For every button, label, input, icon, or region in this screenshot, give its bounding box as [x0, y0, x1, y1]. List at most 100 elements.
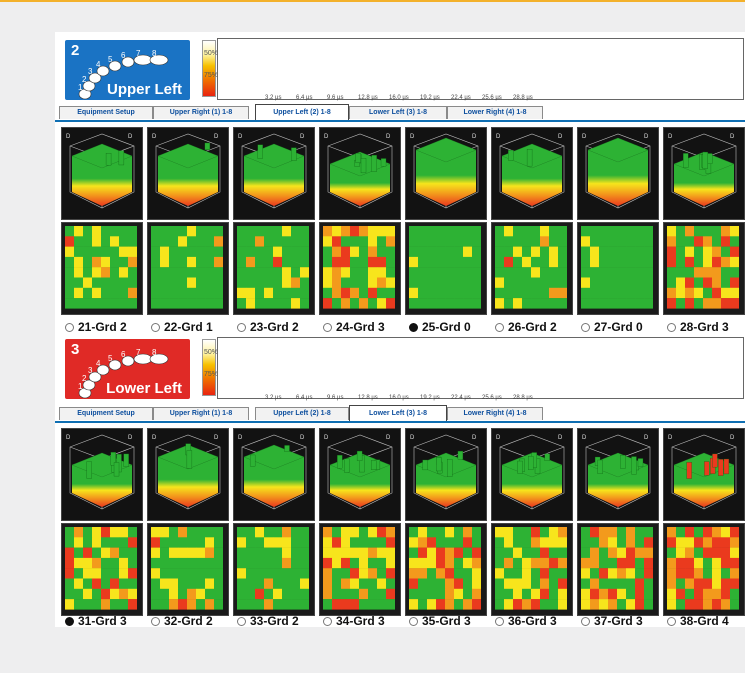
scan-grid-map — [151, 226, 223, 309]
tooth-radio-option[interactable]: 25-Grd 0 — [409, 319, 471, 335]
scan-grid-tile[interactable] — [663, 523, 745, 616]
tab-lower-left-3-1-8[interactable]: Lower Left (3) 1-8 — [349, 405, 447, 421]
tooth-number: 1 — [78, 83, 83, 92]
scan-grid-tile[interactable] — [491, 222, 573, 315]
scan-grid-tile[interactable] — [147, 523, 229, 616]
radio-button[interactable] — [237, 322, 246, 332]
tooth-radio-option[interactable]: 27-Grd 0 — [581, 319, 643, 335]
scan-grid-map — [65, 527, 137, 610]
scan-grid-tile[interactable] — [61, 523, 143, 616]
tooth-radio-option[interactable]: 22-Grd 1 — [151, 319, 213, 335]
radio-button[interactable] — [495, 616, 504, 626]
radio-button[interactable] — [409, 322, 418, 332]
svg-text:D: D — [472, 435, 477, 441]
tooth-radio-option[interactable]: 34-Grd 3 — [323, 613, 385, 627]
tab-lower-left-3-1-8[interactable]: Lower Left (3) 1-8 — [349, 106, 447, 119]
tooth-radio-option[interactable]: 38-Grd 4 — [667, 613, 729, 627]
scan-grid-tile[interactable] — [577, 523, 659, 616]
tooth-number: 7 — [136, 49, 141, 58]
scan-grid-tile[interactable] — [233, 222, 315, 315]
tab-lower-right-4-1-8[interactable]: Lower Right (4) 1-8 — [447, 407, 543, 420]
time-axis-tick: 16.0 µs — [389, 395, 409, 401]
radio-button[interactable] — [65, 322, 74, 332]
quadrant-number: 2 — [71, 42, 80, 59]
time-axis-tick: 3.2 µs — [265, 395, 282, 401]
radio-button[interactable] — [65, 616, 74, 626]
tab-upper-right-1-1-8[interactable]: Upper Right (1) 1-8 — [153, 106, 249, 119]
tooth-shape — [149, 353, 169, 365]
radio-button[interactable] — [581, 616, 590, 626]
scan-grid-tile[interactable] — [233, 523, 315, 616]
tooth-number: 2 — [82, 75, 87, 84]
time-axis-tick: 22.4 µs — [451, 395, 471, 401]
scan-grid-tile[interactable] — [319, 222, 401, 315]
radio-button[interactable] — [237, 616, 246, 626]
radio-button[interactable] — [667, 322, 676, 332]
tooth-radio-option[interactable]: 24-Grd 3 — [323, 319, 385, 335]
tooth-radio-option[interactable]: 33-Grd 2 — [237, 613, 299, 627]
tooth-radio-option[interactable]: 37-Grd 3 — [581, 613, 643, 627]
scan-grid-tile[interactable] — [61, 222, 143, 315]
scan-grid-tile[interactable] — [405, 222, 487, 315]
tab-upper-left-2-1-8[interactable]: Upper Left (2) 1-8 — [255, 407, 349, 420]
svg-text:D: D — [582, 134, 587, 140]
scan-grid-tile[interactable] — [577, 222, 659, 315]
tooth-radio-option[interactable]: 35-Grd 3 — [409, 613, 471, 627]
radio-button[interactable] — [495, 322, 504, 332]
tooth-number: 4 — [96, 60, 101, 69]
scan-grid-tile[interactable] — [319, 523, 401, 616]
tooth-radio-option[interactable]: 31-Grd 3 — [65, 613, 127, 627]
radio-button[interactable] — [581, 322, 590, 332]
radio-button[interactable] — [323, 616, 332, 626]
tooth-shape — [108, 60, 122, 72]
scan-grid-tile[interactable] — [147, 222, 229, 315]
radio-button[interactable] — [667, 616, 676, 626]
tab-upper-left-2-1-8[interactable]: Upper Left (2) 1-8 — [255, 104, 349, 120]
radio-button[interactable] — [323, 322, 332, 332]
scan-grid-tile[interactable] — [663, 222, 745, 315]
radio-button[interactable] — [151, 616, 160, 626]
tooth-number: 2 — [82, 374, 87, 383]
tooth-shape — [88, 72, 102, 84]
tab-lower-right-4-1-8[interactable]: Lower Right (4) 1-8 — [447, 106, 543, 119]
svg-text:D: D — [324, 134, 329, 140]
tab-upper-right-1-1-8[interactable]: Upper Right (1) 1-8 — [153, 407, 249, 420]
tooth-number: 3 — [88, 67, 93, 76]
tooth-radio-option[interactable]: 36-Grd 3 — [495, 613, 557, 627]
tab-equipment-setup[interactable]: Equipment Setup — [59, 407, 153, 420]
tooth-grade-label: 24-Grd 3 — [336, 320, 385, 334]
tooth-radio-option[interactable]: 32-Grd 2 — [151, 613, 213, 627]
svg-text:D: D — [668, 134, 673, 140]
time-axis-tick: 6.4 µs — [296, 95, 313, 101]
tooth-radio-option[interactable]: 28-Grd 3 — [667, 319, 729, 335]
scan-grid-tile[interactable] — [491, 523, 573, 616]
tab-equipment-setup[interactable]: Equipment Setup — [59, 106, 153, 119]
svg-text:D: D — [644, 435, 649, 441]
radio-button[interactable] — [409, 616, 418, 626]
tooth-radio-option[interactable]: 26-Grd 2 — [495, 319, 557, 335]
scan-grid-tile[interactable] — [405, 523, 487, 616]
tooth-radio-option[interactable]: 23-Grd 2 — [237, 319, 299, 335]
svg-text:D: D — [730, 435, 735, 441]
tooth-radio-option[interactable]: 21-Grd 2 — [65, 319, 127, 335]
radio-button[interactable] — [151, 322, 160, 332]
tooth-grade-label: 26-Grd 2 — [508, 320, 557, 334]
